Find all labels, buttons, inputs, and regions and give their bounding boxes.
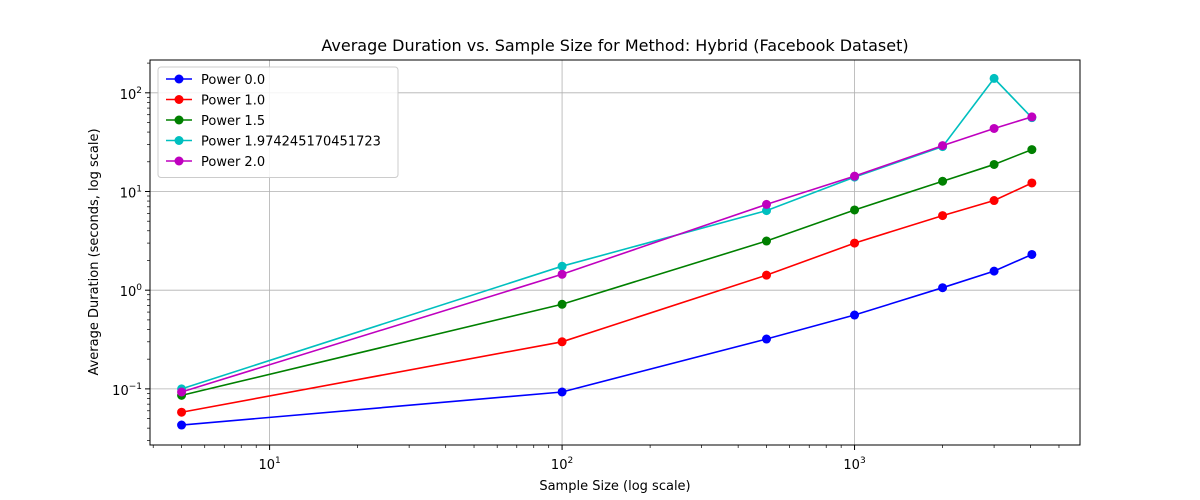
series-0 bbox=[177, 249, 1037, 430]
series-2 bbox=[177, 145, 1037, 400]
x-tick-label: 102 bbox=[551, 456, 573, 473]
legend-item: Power 1.5 bbox=[166, 114, 265, 129]
data-point bbox=[989, 159, 999, 169]
data-point bbox=[1027, 249, 1037, 259]
legend-marker bbox=[174, 74, 184, 84]
data-point bbox=[938, 141, 948, 151]
data-point bbox=[762, 270, 772, 280]
y-tick-label: 100 bbox=[120, 283, 143, 300]
plot-frame bbox=[149, 59, 1081, 446]
series-4 bbox=[177, 112, 1037, 397]
data-point bbox=[762, 199, 772, 209]
legend-item: Power 1.0 bbox=[166, 94, 265, 109]
legend-box bbox=[157, 66, 399, 178]
legend: Power 0.0 Power 1.0 Power 1.5 Power 1.97424… bbox=[157, 66, 399, 178]
data-point bbox=[1027, 178, 1037, 188]
data-point bbox=[762, 334, 772, 344]
legend-item: Power 2.0 bbox=[166, 155, 265, 170]
data-point bbox=[557, 337, 567, 347]
data-point bbox=[1027, 145, 1037, 155]
legend-marker bbox=[174, 136, 184, 145]
data-point bbox=[850, 310, 860, 320]
data-point bbox=[938, 211, 948, 221]
legend-label: Power 0.0 bbox=[201, 73, 265, 88]
legend-label: Power 1.5 bbox=[201, 114, 265, 129]
data-point bbox=[557, 299, 567, 309]
y-tick-label: 10−1 bbox=[112, 382, 142, 399]
x-axis-ticks: 101 102 103 bbox=[258, 445, 866, 473]
data-point bbox=[989, 196, 999, 206]
y-axis-ticks: 10−1 100 101 102 bbox=[112, 86, 150, 399]
series-line bbox=[181, 148, 1033, 397]
data-point bbox=[938, 176, 948, 186]
data-point bbox=[557, 387, 567, 397]
legend-item: Power 1.974245170451723 bbox=[166, 135, 381, 150]
data-point bbox=[850, 238, 860, 248]
legend-label: Power 1.974245170451723 bbox=[201, 135, 381, 150]
data-point bbox=[177, 420, 187, 430]
data-point bbox=[762, 206, 772, 216]
data-point bbox=[850, 205, 860, 215]
x-tick-label: 103 bbox=[843, 456, 865, 473]
data-point bbox=[850, 171, 860, 181]
data-point bbox=[557, 269, 567, 279]
data-point bbox=[989, 266, 999, 276]
y-tick-label: 101 bbox=[120, 184, 142, 201]
data-point bbox=[177, 407, 187, 417]
series-1 bbox=[177, 178, 1037, 417]
data-point bbox=[557, 261, 567, 271]
legend-label: Power 1.0 bbox=[201, 94, 265, 109]
y-tick-label: 102 bbox=[120, 86, 142, 103]
data-point bbox=[989, 123, 999, 133]
series-line bbox=[181, 182, 1033, 414]
data-point bbox=[989, 73, 999, 83]
data-point bbox=[177, 387, 187, 397]
legend-marker bbox=[174, 95, 184, 104]
x-axis-label: Sample Size (log scale) bbox=[539, 479, 690, 494]
data-point bbox=[762, 236, 772, 246]
x-tick-label: 101 bbox=[258, 456, 280, 473]
data-point bbox=[1027, 112, 1037, 122]
legend-marker bbox=[174, 156, 184, 166]
series-line bbox=[181, 253, 1033, 426]
legend-label: Power 2.0 bbox=[201, 155, 265, 170]
data-point bbox=[938, 283, 948, 293]
y-axis-label: Average Duration (seconds, log scale) bbox=[87, 128, 102, 375]
legend-item: Power 0.0 bbox=[166, 73, 265, 88]
legend-marker bbox=[174, 115, 184, 125]
series-layer bbox=[177, 73, 1037, 430]
chart-title: Average Duration vs. Sample Size for Met… bbox=[321, 36, 908, 55]
